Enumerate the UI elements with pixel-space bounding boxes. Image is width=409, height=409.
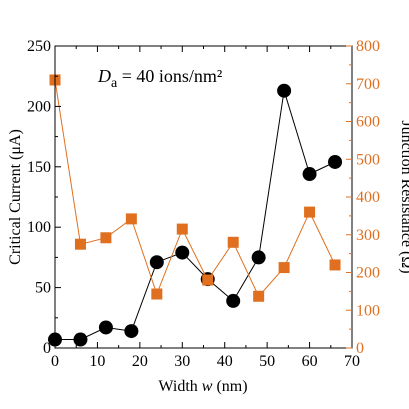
x-axis-title-var: w [202,378,213,395]
y-left-tick-label: 0 [43,340,51,357]
y-left-tick-label: 100 [27,219,51,236]
x-axis-title-text: Width [158,378,201,395]
x-tick-label: 0 [51,353,59,370]
data-point-resistance [176,223,188,235]
y-right-tick-label: 300 [356,227,380,244]
data-point-resistance [202,274,214,286]
y-right-tick-label: 200 [356,265,380,282]
y-right-tick-label: 100 [356,302,380,319]
series-line-right [54,79,336,298]
data-point-resistance [125,213,137,225]
series-line-left [55,90,336,340]
x-axis-title-unit: (nm) [212,378,247,395]
data-point-current [302,167,317,182]
data-point-current [73,332,88,347]
data-point-current [124,324,139,339]
x-tick-label: 30 [174,353,190,370]
x-tick-label: 50 [259,353,275,370]
plot-frame [54,45,353,349]
data-point-current [98,320,113,335]
data-point-resistance [74,238,86,250]
y-right-axis-title: Junction Resistance (Ω) [398,120,409,273]
annotation-dose: Da = 40 ions/nm² [97,66,222,91]
annotation-symbol: D [97,66,111,86]
data-point-resistance [278,262,290,274]
data-point-resistance [304,206,316,218]
x-tick-label: 10 [89,353,105,370]
data-point-current [328,154,343,169]
data-point-resistance [253,290,265,302]
y-left-tick-label: 200 [27,98,51,115]
y-left-tick-label: 150 [27,159,51,176]
data-point-current [277,83,292,98]
x-tick-label: 70 [344,353,360,370]
data-point-current [251,250,266,265]
y-right-tick-label: 0 [356,340,364,357]
y-right-tick-label: 600 [356,114,380,131]
y-left-axis-title: Critical Current (μA) [7,129,24,265]
x-tick-label: 60 [302,353,318,370]
x-axis-title: Width w (nm) [158,378,247,395]
data-point-current [175,245,190,260]
y-right-tick-label: 400 [356,189,380,206]
data-point-resistance [329,259,341,271]
data-point-current [226,293,241,308]
y-right-tick-label: 800 [356,38,380,55]
y-right-tick-label: 700 [356,76,380,93]
data-point-current [149,255,164,270]
x-tick-label: 20 [132,353,148,370]
annotation-value: = 40 ions/nm² [117,66,222,86]
data-point-resistance [227,236,239,248]
y-left-tick-label: 250 [27,38,51,55]
data-point-resistance [151,288,163,300]
y-right-tick-label: 500 [356,151,380,168]
y-left-tick-label: 50 [35,280,51,297]
data-point-resistance [100,232,112,244]
annotation-subscript: a [111,76,118,91]
x-tick-label: 40 [217,353,233,370]
